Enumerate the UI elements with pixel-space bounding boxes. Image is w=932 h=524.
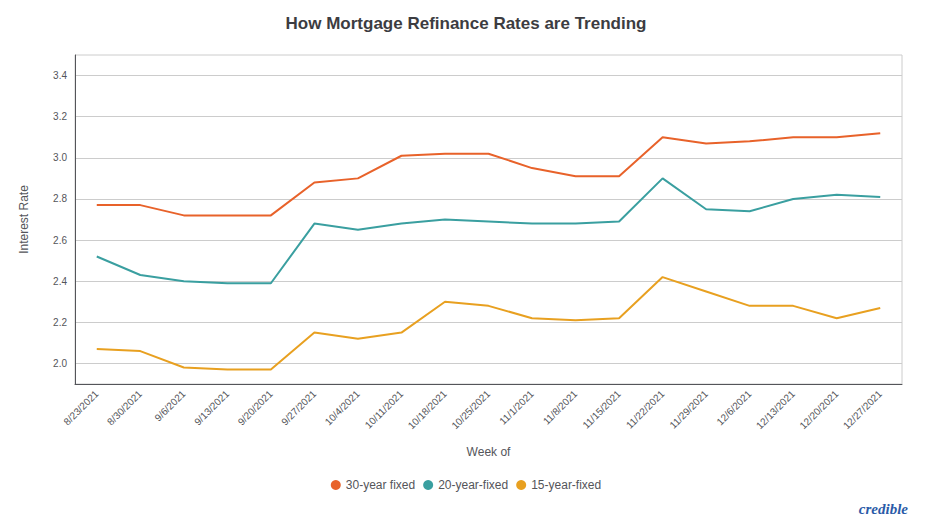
svg-text:Interest Rate: Interest Rate bbox=[17, 185, 31, 254]
svg-text:11/8/2021: 11/8/2021 bbox=[541, 388, 580, 427]
svg-text:9/27/2021: 9/27/2021 bbox=[279, 388, 319, 428]
svg-text:8/30/2021: 8/30/2021 bbox=[105, 388, 145, 428]
svg-text:3.2: 3.2 bbox=[53, 111, 67, 122]
svg-text:11/22/2021: 11/22/2021 bbox=[624, 388, 667, 431]
svg-text:2.2: 2.2 bbox=[53, 317, 67, 328]
svg-text:12/13/2021: 12/13/2021 bbox=[754, 388, 797, 431]
svg-text:10/4/2021: 10/4/2021 bbox=[323, 388, 363, 428]
svg-text:9/6/2021: 9/6/2021 bbox=[152, 388, 188, 424]
svg-text:10/25/2021: 10/25/2021 bbox=[449, 388, 492, 431]
svg-text:2.6: 2.6 bbox=[53, 235, 67, 246]
svg-text:3.0: 3.0 bbox=[53, 152, 67, 163]
svg-text:How Mortgage Refinance Rates a: How Mortgage Refinance Rates are Trendin… bbox=[286, 14, 647, 33]
svg-text:11/1/2021: 11/1/2021 bbox=[497, 388, 536, 427]
svg-text:11/15/2021: 11/15/2021 bbox=[580, 388, 623, 431]
svg-text:12/20/2021: 12/20/2021 bbox=[797, 388, 840, 431]
svg-text:8/23/2021: 8/23/2021 bbox=[61, 388, 101, 428]
svg-text:9/13/2021: 9/13/2021 bbox=[192, 388, 232, 428]
svg-text:12/27/2021: 12/27/2021 bbox=[841, 388, 884, 431]
svg-text:9/20/2021: 9/20/2021 bbox=[236, 388, 276, 428]
svg-text:2.8: 2.8 bbox=[53, 193, 67, 204]
svg-text:15-year-fixed: 15-year-fixed bbox=[531, 478, 601, 492]
svg-text:10/18/2021: 10/18/2021 bbox=[406, 388, 449, 431]
svg-text:12/6/2021: 12/6/2021 bbox=[714, 388, 754, 428]
svg-text:2.0: 2.0 bbox=[53, 358, 67, 369]
svg-text:11/29/2021: 11/29/2021 bbox=[667, 388, 710, 431]
svg-text:3.4: 3.4 bbox=[53, 70, 67, 81]
svg-text:20-year-fixed: 20-year-fixed bbox=[438, 478, 508, 492]
svg-text:10/11/2021: 10/11/2021 bbox=[363, 388, 406, 431]
svg-text:credible: credible bbox=[859, 501, 908, 517]
svg-text:2.4: 2.4 bbox=[53, 276, 67, 287]
svg-text:30-year fixed: 30-year fixed bbox=[346, 478, 415, 492]
svg-text:Week of: Week of bbox=[467, 445, 511, 459]
